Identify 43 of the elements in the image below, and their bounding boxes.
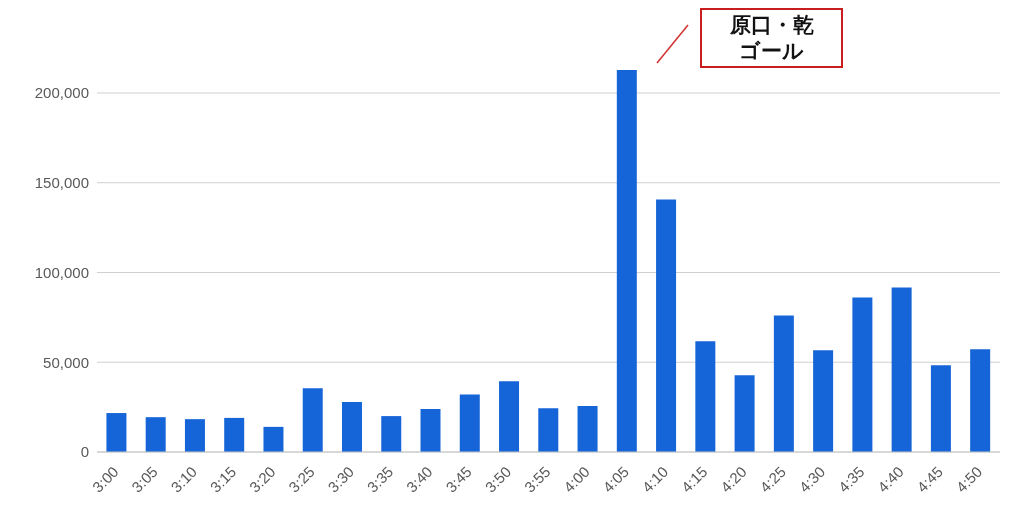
text: 原口・乾ゴール	[728, 12, 815, 64]
bar	[302, 388, 323, 452]
x-tick-label: 4:40	[874, 462, 907, 496]
x-tick-label: 3:00	[88, 462, 122, 496]
y-tick-label: 200,000	[34, 84, 89, 102]
bar	[420, 408, 441, 452]
bar	[538, 408, 559, 452]
x-tick-label: 3:15	[206, 462, 240, 496]
x-tick-label: 4:30	[795, 462, 829, 496]
x-tick-label: 3:10	[167, 462, 201, 496]
bar	[263, 426, 284, 452]
bar	[695, 341, 716, 452]
x-tick-label: 4:20	[717, 462, 750, 496]
bar	[145, 417, 166, 452]
bar	[224, 417, 245, 452]
x-tick-label: 3:20	[245, 462, 279, 496]
bar	[656, 199, 677, 452]
bar	[499, 381, 520, 452]
x-tick-label: 3:50	[481, 462, 515, 496]
y-tick-label: 0	[80, 443, 89, 461]
bar	[341, 402, 362, 452]
bar	[381, 416, 402, 452]
bar	[616, 70, 637, 452]
bar	[813, 350, 834, 452]
x-tick-label: 3:35	[363, 462, 397, 496]
x-tick-label: 3:30	[324, 462, 358, 496]
bar	[577, 406, 598, 452]
bar	[852, 297, 873, 452]
bar	[891, 287, 912, 452]
x-tick-label: 4:50	[952, 462, 986, 496]
x-tick-label: 4:10	[638, 462, 672, 496]
bar	[184, 419, 205, 452]
y-tick-label: 100,000	[34, 263, 89, 281]
bar	[970, 349, 991, 452]
y-tick-label: 50,000	[43, 353, 89, 371]
bar	[773, 315, 794, 452]
x-tick-label: 3:40	[402, 462, 436, 496]
bar	[459, 394, 480, 452]
x-tick-label: 4:00	[560, 462, 593, 496]
bar	[106, 413, 127, 452]
bar	[930, 365, 951, 452]
y-tick-label: 150,000	[34, 174, 89, 192]
bar	[734, 375, 755, 452]
